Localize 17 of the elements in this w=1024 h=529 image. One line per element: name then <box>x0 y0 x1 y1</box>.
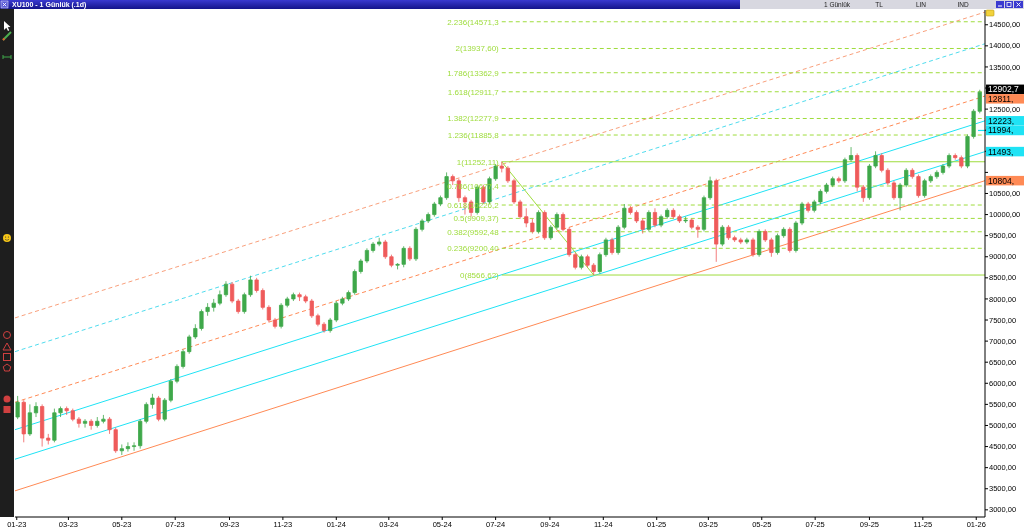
data-label: 11493, <box>988 146 1014 157</box>
data-label: 12223, <box>988 115 1014 126</box>
ref-line-label: 11994, <box>988 125 1014 136</box>
data-label: 1.618(12911,7 <box>447 87 500 97</box>
data-label: 1.382(12277,9 <box>447 114 500 124</box>
data-label: 0.5(9909,37) <box>453 214 500 224</box>
data-label: 1(11252,11) <box>456 157 500 167</box>
text: 12902,7 <box>988 84 1019 95</box>
data-label: 12811, <box>988 93 1014 104</box>
data-label: 10804, <box>988 175 1014 186</box>
data-label: 0.236(9200,40 <box>447 244 500 254</box>
data-label: 1.236(11885,8 <box>447 130 500 140</box>
data-label: 1.786(13362,9 <box>447 68 500 78</box>
data-label: 2.236(14571,3 <box>447 17 500 27</box>
data-label: 0.382(9592,48 <box>447 227 500 237</box>
data-label: 2(13937,60) <box>455 44 500 54</box>
data-label: 0(8566,62) <box>460 270 500 280</box>
